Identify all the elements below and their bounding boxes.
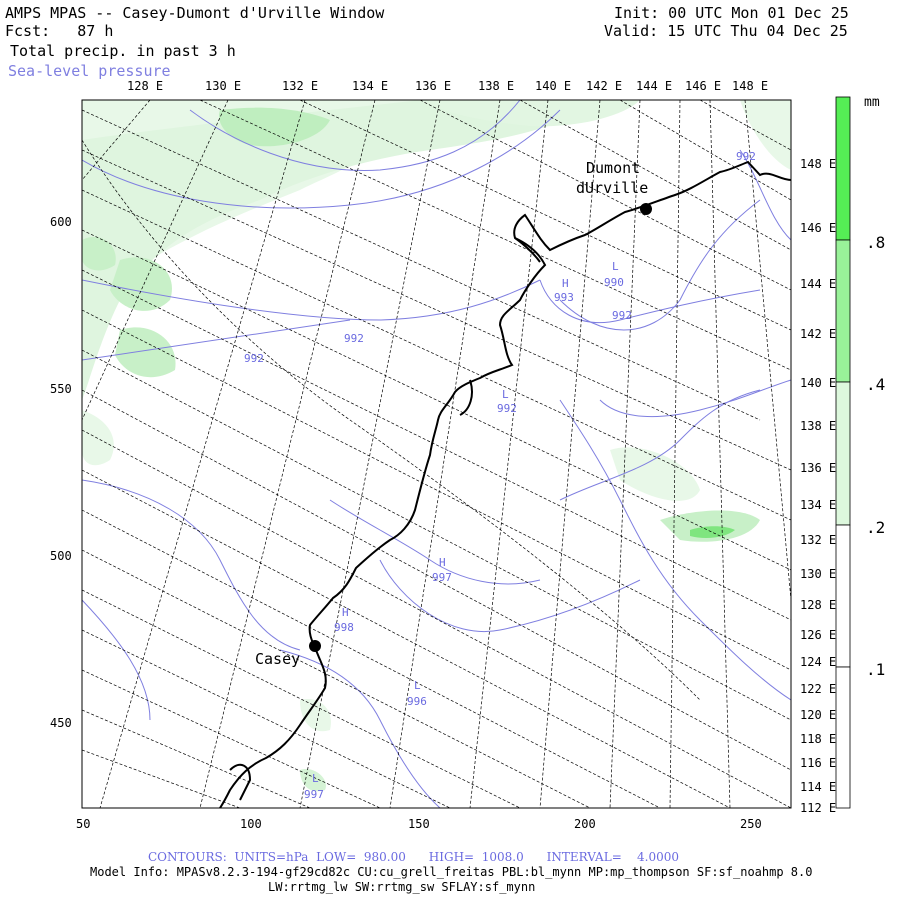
model-info-line2: LW:rrtmg_lw SW:rrtmg_sw SFLAY:sf_mynn bbox=[268, 880, 536, 894]
colorbar-seg-mid bbox=[835, 239, 851, 383]
pressure-value: 992 bbox=[736, 150, 756, 163]
right-lon-label: 124 E bbox=[800, 655, 836, 669]
init-time: Init: 00 UTC Mon 01 Dec 25 bbox=[614, 4, 849, 22]
y-tick-label: 500 bbox=[50, 549, 72, 563]
x-tick-label: 250 bbox=[740, 817, 762, 831]
colorbar-label: .8 bbox=[866, 233, 885, 252]
model-info: Model Info: MPASv8.2.3-194-gf29cd82c CU:… bbox=[90, 865, 813, 879]
map-frame bbox=[81, 99, 792, 809]
right-lon-label: 138 E bbox=[800, 419, 836, 433]
right-lon-label: 144 E bbox=[800, 277, 836, 291]
top-lon-label: 144 E bbox=[636, 79, 672, 93]
pressure-value: 990 bbox=[604, 276, 624, 289]
pressure-letter: H bbox=[562, 277, 569, 290]
pressure-value: 992 bbox=[244, 352, 264, 365]
top-lon-label: 142 E bbox=[586, 79, 622, 93]
y-tick-label: 600 bbox=[50, 215, 72, 229]
pressure-value: 992 bbox=[344, 332, 364, 345]
right-lon-label: 146 E bbox=[800, 221, 836, 235]
right-lon-label: 148 E bbox=[800, 157, 836, 171]
map-title: AMPS MPAS -- Casey-Dumont d'Urville Wind… bbox=[5, 4, 385, 22]
right-lon-label: 132 E bbox=[800, 533, 836, 547]
right-lon-label: 136 E bbox=[800, 461, 836, 475]
x-axis-ticks: 50 100 150 200 250 bbox=[76, 817, 762, 831]
pressure-labels: 992 992 992 L 992 H 993 L 990 992 H 997 … bbox=[244, 150, 756, 801]
station-label: Casey bbox=[255, 650, 300, 668]
right-lon-label: 126 E bbox=[800, 628, 836, 642]
right-lon-label: 112 E bbox=[800, 801, 836, 815]
colorbar-label: .1 bbox=[866, 660, 885, 679]
station-dumont: Dumont dUrville bbox=[576, 159, 652, 215]
right-lon-label: 114 E bbox=[800, 780, 836, 794]
latlon-grid bbox=[82, 100, 791, 808]
top-lon-label: 132 E bbox=[282, 79, 318, 93]
overlay-name: Sea-level pressure bbox=[8, 62, 171, 80]
y-axis-ticks: 600 550 500 450 bbox=[50, 215, 72, 730]
right-lon-label: 118 E bbox=[800, 732, 836, 746]
pressure-value: 992 bbox=[612, 309, 632, 322]
pressure-value: 993 bbox=[554, 291, 574, 304]
pressure-contours bbox=[82, 100, 791, 808]
x-tick-label: 200 bbox=[574, 817, 596, 831]
pressure-value: 992 bbox=[497, 402, 517, 415]
pressure-letter: L bbox=[414, 679, 421, 692]
top-lon-label: 148 E bbox=[732, 79, 768, 93]
pressure-letter: L bbox=[612, 260, 619, 273]
right-lon-label: 128 E bbox=[800, 598, 836, 612]
colorbar: mm .8 .4 .2 .1 bbox=[835, 95, 885, 809]
colorbar-seg-high bbox=[835, 96, 851, 241]
right-lon-label: 142 E bbox=[800, 327, 836, 341]
right-lon-label: 140 E bbox=[800, 376, 836, 390]
right-lon-labels: 148 E 146 E 144 E 142 E 140 E 138 E 136 … bbox=[800, 157, 836, 815]
colorbar-label: .2 bbox=[866, 518, 885, 537]
station-dot-icon bbox=[309, 640, 321, 652]
colorbar-unit: mm bbox=[864, 95, 880, 110]
pressure-letter: H bbox=[439, 556, 446, 569]
colorbar-label: .4 bbox=[866, 375, 885, 394]
top-lon-label: 130 E bbox=[205, 79, 241, 93]
pressure-letter: L bbox=[502, 388, 509, 401]
station-label: Dumont bbox=[586, 159, 640, 177]
right-lon-label: 120 E bbox=[800, 708, 836, 722]
top-lon-label: 140 E bbox=[535, 79, 571, 93]
top-lon-label: 146 E bbox=[685, 79, 721, 93]
pressure-letter: H bbox=[342, 606, 349, 619]
pressure-value: 998 bbox=[334, 621, 354, 634]
station-label: dUrville bbox=[576, 179, 648, 197]
top-lon-label: 134 E bbox=[352, 79, 388, 93]
x-tick-label: 50 bbox=[76, 817, 90, 831]
pressure-letter: L bbox=[312, 772, 319, 785]
station-dot-icon bbox=[640, 203, 652, 215]
pressure-value: 997 bbox=[432, 571, 452, 584]
pressure-value: 997 bbox=[304, 788, 324, 801]
x-tick-label: 100 bbox=[240, 817, 262, 831]
y-tick-label: 550 bbox=[50, 382, 72, 396]
coastline bbox=[219, 160, 791, 808]
right-lon-label: 116 E bbox=[800, 756, 836, 770]
colorbar-seg-base bbox=[835, 666, 851, 809]
top-lon-label: 138 E bbox=[478, 79, 514, 93]
pressure-value: 996 bbox=[407, 695, 427, 708]
colorbar-seg-low bbox=[835, 381, 851, 526]
station-casey: Casey bbox=[255, 640, 321, 668]
right-lon-label: 130 E bbox=[800, 567, 836, 581]
y-tick-label: 450 bbox=[50, 716, 72, 730]
right-lon-label: 134 E bbox=[800, 498, 836, 512]
x-tick-label: 150 bbox=[408, 817, 430, 831]
top-lon-label: 136 E bbox=[415, 79, 451, 93]
top-lon-label: 128 E bbox=[127, 79, 163, 93]
forecast-hour: Fcst: 87 h bbox=[5, 22, 114, 40]
right-lon-label: 122 E bbox=[800, 682, 836, 696]
colorbar-seg-min bbox=[835, 524, 851, 668]
valid-time: Valid: 15 UTC Thu 04 Dec 25 bbox=[604, 22, 848, 40]
field-name: Total precip. in past 3 h bbox=[10, 42, 236, 60]
top-lon-labels: 128 E 130 E 132 E 134 E 136 E 138 E 140 … bbox=[127, 79, 768, 93]
contour-info: CONTOURS: UNITS=hPa LOW= 980.00 HIGH= 10… bbox=[148, 850, 679, 864]
precip-shading bbox=[82, 100, 791, 792]
